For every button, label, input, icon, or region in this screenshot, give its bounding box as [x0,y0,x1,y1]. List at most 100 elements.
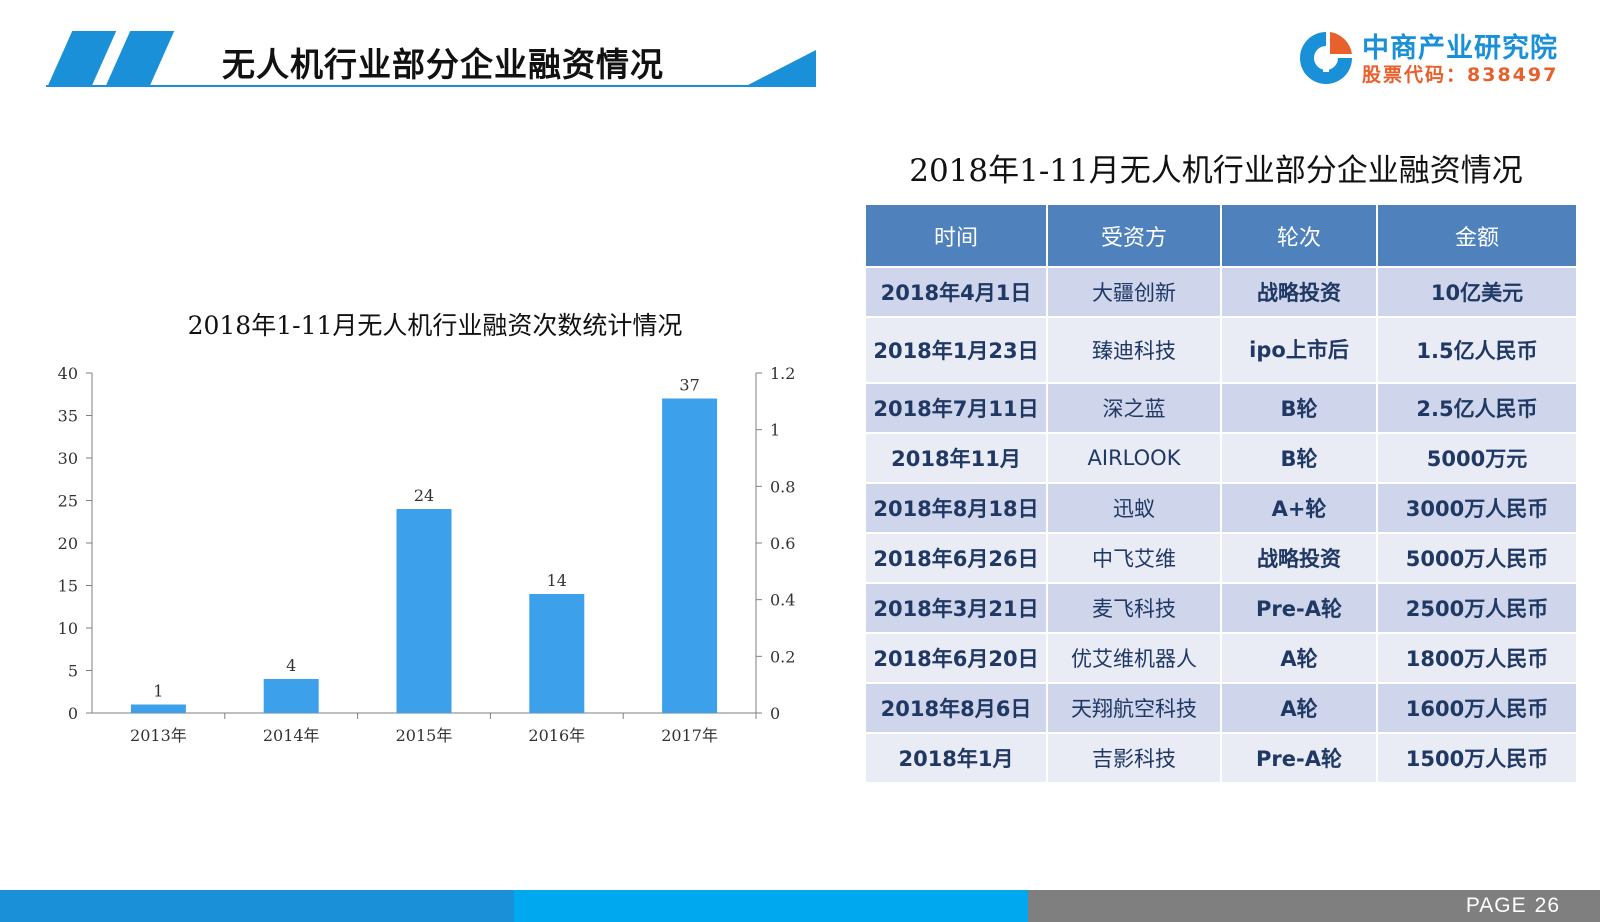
table-row: 2018年1月23日 臻迪科技 ipo上市后 1.5亿人民币 [864,316,1578,384]
y-tick-label: 0 [68,704,78,723]
cell-time: 2018年11月 [864,432,1048,484]
cell-round: A轮 [1220,682,1378,734]
y-tick-label: 10 [58,619,78,638]
cell-round: B轮 [1220,432,1378,484]
table-row: 2018年8月18日 迅蚁 A+轮 3000万人民币 [864,482,1578,534]
column-header-investee: 受资方 [1046,203,1222,268]
cell-time: 2018年1月23日 [864,316,1048,384]
table-row: 2018年1月 吉影科技 Pre-A轮 1500万人民币 [864,732,1578,784]
y-tick-label: 35 [58,407,78,426]
logo-stock-code: 股票代码：838497 [1362,64,1559,86]
cell-round: A+轮 [1220,482,1378,534]
bar-data-label: 4 [286,656,296,675]
page-number-value: 26 [1534,894,1560,917]
bar-3 [396,509,452,713]
financing-table: 时间 受资方 轮次 金额 2018年4月1日 大疆创新 战略投资 10亿美元 2018年… [864,203,1578,784]
y-tick-label: 15 [58,577,78,596]
bar-data-label: 24 [414,486,434,505]
bar-1 [130,704,186,713]
y-tick-label: 40 [58,364,78,383]
y2-tick-label: 0 [770,704,780,723]
cell-time: 2018年6月20日 [864,632,1048,684]
cell-investee: 麦飞科技 [1046,582,1222,634]
y2-tick-label: 1.2 [770,364,795,383]
cell-investee: 天翔航空科技 [1046,682,1222,734]
y2-tick-label: 0.8 [770,477,795,496]
cell-time: 2018年4月1日 [864,266,1048,318]
cell-amount: 1.5亿人民币 [1376,316,1578,384]
bar-5 [662,398,718,713]
cell-investee: 优艾维机器人 [1046,632,1222,684]
cell-time: 2018年6月26日 [864,532,1048,584]
x-tick-label: 2014年 [263,726,320,745]
bar-data-label: 1 [153,682,163,701]
cell-amount: 1600万人民币 [1376,682,1578,734]
x-tick-label: 2013年 [130,726,187,745]
cell-time: 2018年3月21日 [864,582,1048,634]
footer-bar-left [0,890,514,922]
cell-round: Pre-A轮 [1220,582,1378,634]
column-header-round: 轮次 [1220,203,1378,268]
cell-amount: 2.5亿人民币 [1376,382,1578,434]
logo-name: 中商产业研究院 [1362,33,1558,64]
cell-investee: 臻迪科技 [1046,316,1222,384]
cell-time: 2018年1月 [864,732,1048,784]
cell-round: Pre-A轮 [1220,732,1378,784]
cell-investee: 中飞艾维 [1046,532,1222,584]
cell-investee: 吉影科技 [1046,732,1222,784]
cell-time: 2018年8月18日 [864,482,1048,534]
y-tick-label: 25 [58,492,78,511]
column-header-time: 时间 [864,203,1048,268]
table-row: 2018年6月20日 优艾维机器人 A轮 1800万人民币 [864,632,1578,684]
table-row: 2018年3月21日 麦飞科技 Pre-A轮 2500万人民币 [864,582,1578,634]
y2-tick-label: 1 [770,421,780,440]
footer-bar-middle [514,890,1028,922]
x-tick-label: 2016年 [528,726,585,745]
cell-amount: 10亿美元 [1376,266,1578,318]
cell-round: A轮 [1220,632,1378,684]
cell-round: 战略投资 [1220,532,1378,584]
table-row: 2018年7月11日 深之蓝 B轮 2.5亿人民币 [864,382,1578,434]
cell-investee: 迅蚁 [1046,482,1222,534]
cell-amount: 5000万人民币 [1376,532,1578,584]
bar-data-label: 37 [679,376,699,395]
table-row: 2018年8月6日 天翔航空科技 A轮 1600万人民币 [864,682,1578,734]
cell-amount: 3000万人民币 [1376,482,1578,534]
cell-round: B轮 [1220,382,1378,434]
header-stripe-1 [47,31,117,86]
y2-tick-label: 0.6 [770,534,795,553]
financing-count-chart: 0 5 10 15 20 25 30 35 40 0 0.2 0.4 0.6 0.8 1 1.2 1 2013年 4… [58,364,796,745]
x-tick-label: 2015年 [396,726,453,745]
table-row: 2018年4月1日 大疆创新 战略投资 10亿美元 [864,266,1578,318]
header-triangle [748,50,816,85]
cell-time: 2018年8月6日 [864,682,1048,734]
page-label: PAGE [1465,894,1527,917]
table-title: 2018年1-11月无人机行业部分企业融资情况 [909,153,1523,189]
column-header-amount: 金额 [1376,203,1578,268]
chart-title: 2018年1-11月无人机行业融资次数统计情况 [187,311,683,340]
cell-investee: 深之蓝 [1046,382,1222,434]
header-underline [46,85,816,87]
cell-round: ipo上市后 [1220,316,1378,384]
header-stripe-2 [105,31,175,86]
bar-data-label: 14 [547,571,567,590]
cell-amount: 1500万人民币 [1376,732,1578,784]
cell-amount: 2500万人民币 [1376,582,1578,634]
table-row: 2018年11月 AIRLOOK B轮 5000万元 [864,432,1578,484]
page-number: PAGE 26 [1458,894,1560,918]
cell-amount: 1800万人民币 [1376,632,1578,684]
cell-investee: 大疆创新 [1046,266,1222,318]
cell-amount: 5000万元 [1376,432,1578,484]
page-title: 无人机行业部分企业融资情况 [222,45,664,84]
table-header-row: 时间 受资方 轮次 金额 [864,203,1578,268]
cell-investee: AIRLOOK [1046,432,1222,484]
y-tick-label: 5 [68,662,78,681]
y2-tick-label: 0.2 [770,647,795,666]
x-tick-label: 2017年 [661,726,718,745]
cell-time: 2018年7月11日 [864,382,1048,434]
y-tick-label: 20 [58,534,78,553]
table-row: 2018年6月26日 中飞艾维 战略投资 5000万人民币 [864,532,1578,584]
y-tick-label: 30 [58,449,78,468]
bar-4 [529,594,585,713]
cell-round: 战略投资 [1220,266,1378,318]
